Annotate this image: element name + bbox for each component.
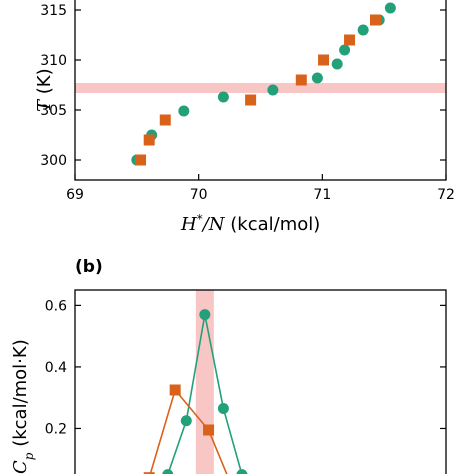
- b-point-circle: [199, 309, 211, 321]
- panel-b: (b) 0.2 0.4 0.6 Cp (kcal/mol·K): [10, 257, 447, 474]
- panel-b-label: (b): [75, 257, 103, 277]
- a-x-tick-label: 72: [437, 187, 455, 203]
- a-point-square: [245, 94, 257, 106]
- a-point-square: [143, 134, 155, 146]
- a-x-tick-label: 69: [66, 187, 84, 203]
- a-point-circle: [311, 72, 323, 84]
- b-y-tick-label: 0.6: [45, 298, 67, 314]
- b-point-circle: [217, 402, 229, 414]
- a-highlight-band: [75, 83, 446, 93]
- a-y-tick-label: 315: [40, 3, 67, 19]
- a-point-circle: [357, 24, 369, 36]
- b-point-circle: [236, 469, 248, 474]
- a-point-square: [135, 154, 147, 166]
- a-point-square: [370, 14, 382, 26]
- b-y-tick-label: 0.2: [45, 421, 67, 437]
- a-point-circle: [339, 44, 351, 56]
- a-x-tick-label: 71: [313, 187, 331, 203]
- b-point-square: [143, 472, 155, 474]
- b-point-circle: [162, 469, 174, 474]
- b-plot-frame: [74, 289, 447, 474]
- a-point-square: [344, 34, 356, 46]
- a-y-tick-label: 310: [40, 53, 67, 69]
- a-point-circle: [331, 58, 343, 70]
- a-y-tick-label: 305: [40, 103, 67, 119]
- a-point-circle: [384, 2, 396, 14]
- a-points: [131, 2, 396, 166]
- b-y-tick-label: 0.4: [45, 360, 67, 376]
- a-point-circle: [217, 91, 229, 103]
- b-ticks: 0.2 0.4 0.6: [45, 298, 446, 437]
- a-point-circle: [267, 84, 279, 96]
- panel-a: 69 70 71 72 300 305 310 315 T (K) H*/N (kcal/mo…: [34, 0, 455, 235]
- b-series: [143, 309, 248, 474]
- b-point-circle: [180, 415, 192, 427]
- a-y-axis-label: T (K): [34, 68, 55, 112]
- a-x-axis-label: H*/N (kcal/mol): [180, 212, 320, 235]
- a-point-square: [318, 54, 330, 66]
- b-point-square: [169, 384, 181, 396]
- a-ticks: 69 70 71 72 300 305 310 315: [40, 3, 455, 203]
- b-series-line: [149, 388, 228, 474]
- b-point-square: [203, 424, 215, 436]
- b-y-axis-label: Cp (kcal/mol·K): [10, 339, 36, 474]
- a-point-square: [295, 74, 307, 86]
- a-y-tick-label: 300: [40, 153, 67, 169]
- a-band-rect: [75, 83, 446, 93]
- a-point-square: [159, 114, 171, 126]
- a-plot-frame: [74, 0, 447, 181]
- a-x-tick-label: 70: [190, 187, 208, 203]
- a-point-circle: [178, 105, 190, 117]
